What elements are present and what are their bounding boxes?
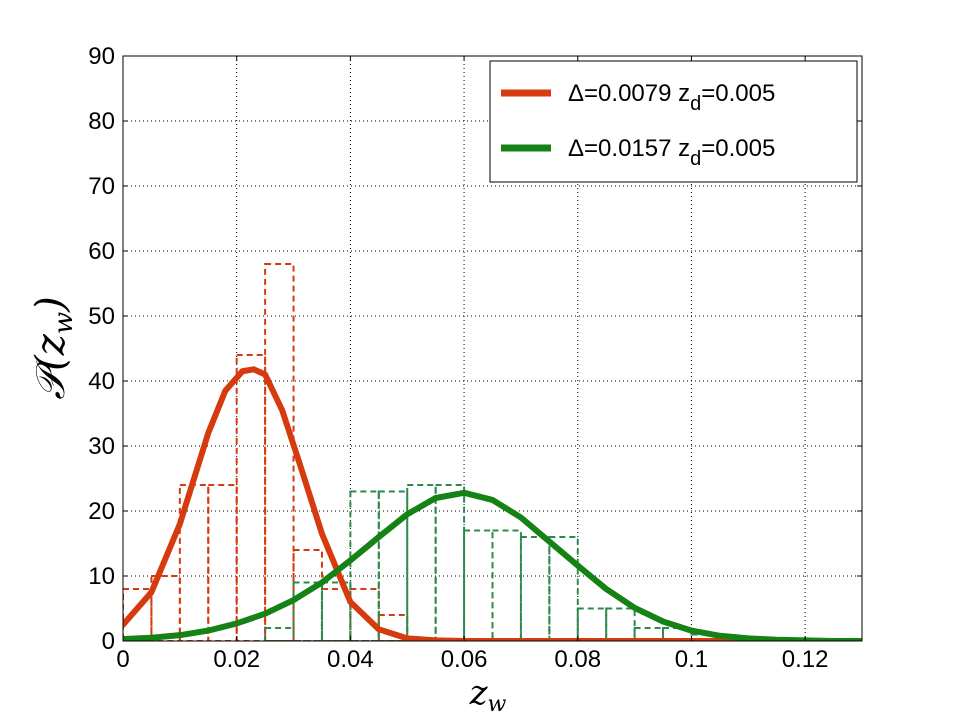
y-tick-label: 10 xyxy=(88,563,115,590)
legend-box xyxy=(489,60,858,183)
x-tick-label: 0.06 xyxy=(441,646,488,673)
y-tick-label: 80 xyxy=(88,108,115,135)
svg-text:𝒫(zw): 𝒫(zw) xyxy=(28,296,79,399)
histogram-bar xyxy=(605,607,636,641)
histogram-bar xyxy=(292,581,323,641)
histogram-bar xyxy=(207,484,238,641)
histograms xyxy=(123,263,721,641)
histogram-bar xyxy=(235,354,267,641)
y-tick-label: 60 xyxy=(88,238,115,265)
x-tick-label: 0.12 xyxy=(782,646,829,673)
histogram-bar xyxy=(406,484,437,641)
x-tick-label: 0 xyxy=(116,646,129,673)
histogram-bar xyxy=(123,588,153,641)
y-tick-label: 50 xyxy=(88,303,115,330)
legend-label: Δ=0.0157 zd=0.005 xyxy=(568,135,775,170)
y-tick-label: 90 xyxy=(88,43,115,70)
histogram-bar xyxy=(633,627,665,641)
histogram-bar xyxy=(377,490,409,641)
x-tick-labels: 0 0.02 0.04 0.06 0.08 0.1 0.12 xyxy=(116,646,828,673)
x-axis-label: zw xyxy=(469,673,507,717)
x-tick-label: 0.04 xyxy=(327,646,374,673)
y-tick-label: 0 xyxy=(102,628,115,655)
grid xyxy=(123,56,862,641)
y-tick-label: 40 xyxy=(88,368,115,395)
histogram-bar xyxy=(548,536,579,641)
plot-frame xyxy=(122,55,863,642)
histogram-bar xyxy=(434,484,466,641)
ticks xyxy=(122,55,862,642)
histogram-bar xyxy=(264,263,295,641)
y-axis-label: 𝒫(zw) xyxy=(28,296,79,399)
svg-text:zw: zw xyxy=(469,673,507,717)
curve-series-2 xyxy=(123,489,862,641)
y-tick-label: 30 xyxy=(88,433,115,460)
legend: Δ=0.0079 zd=0.005 Δ=0.0157 zd=0.005 xyxy=(489,60,858,183)
legend-label: Δ=0.0079 zd=0.005 xyxy=(568,80,775,115)
y-tick-label: 20 xyxy=(88,498,115,525)
x-tick-label: 0.1 xyxy=(675,646,708,673)
histogram-bar xyxy=(320,581,352,641)
x-tick-label: 0.08 xyxy=(554,646,601,673)
y-tick-labels: 0 10 20 30 40 50 60 70 80 90 xyxy=(88,43,115,655)
x-tick-label: 0.02 xyxy=(213,646,260,673)
y-tick-label: 70 xyxy=(88,173,115,200)
curves xyxy=(123,366,862,641)
curve-series-1 xyxy=(123,366,862,641)
histogram-bar xyxy=(491,529,522,641)
